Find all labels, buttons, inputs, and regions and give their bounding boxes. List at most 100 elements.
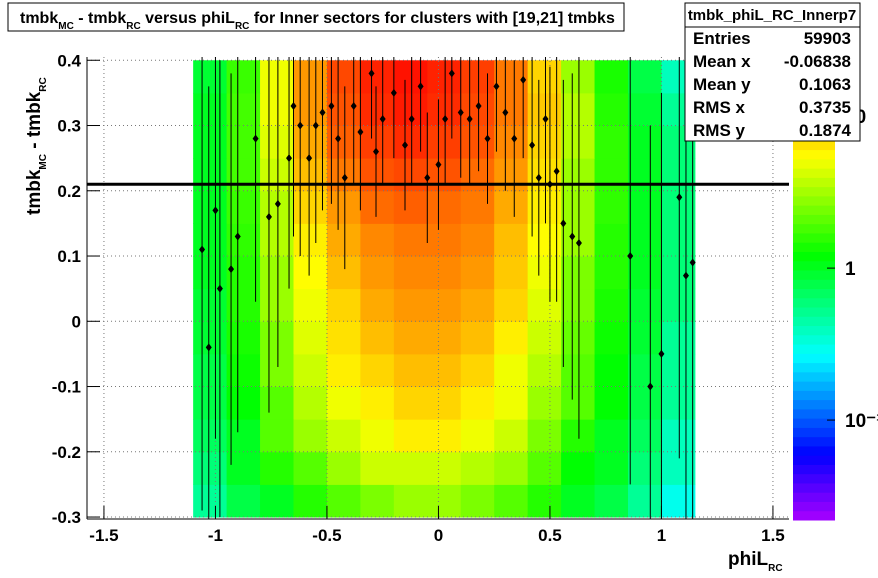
cell [427, 223, 462, 257]
cell [627, 158, 662, 192]
cell [427, 353, 462, 388]
profile-point [417, 82, 424, 91]
profile-point [435, 160, 442, 169]
profile-point [408, 114, 415, 123]
stats-value: 59903 [804, 29, 851, 48]
cell [360, 451, 395, 485]
palette-cell [793, 316, 835, 327]
profile-point [627, 252, 634, 261]
cell [427, 256, 462, 290]
cell [326, 484, 361, 518]
cell [594, 60, 629, 94]
cell [627, 190, 662, 224]
cell [326, 92, 361, 127]
stats-value: 0.1063 [799, 75, 851, 94]
palette-cell [793, 232, 835, 243]
palette-cell [793, 362, 835, 373]
cell [260, 190, 294, 224]
cell [561, 125, 596, 159]
cell [594, 419, 629, 453]
cell [393, 190, 428, 224]
palette-cell [793, 371, 835, 382]
cell [260, 386, 294, 420]
cell [627, 256, 662, 290]
cell [561, 321, 596, 355]
cell [494, 353, 529, 388]
cell [393, 353, 428, 388]
cell [193, 125, 228, 159]
cell [393, 451, 428, 485]
profile-point [475, 101, 482, 110]
cell [594, 386, 629, 420]
cell [393, 386, 428, 420]
palette-cell [793, 186, 835, 197]
palette-cell [793, 344, 835, 354]
text-part: - tmbk [74, 10, 127, 27]
cell [527, 288, 562, 322]
cell [260, 419, 294, 453]
cell [393, 223, 428, 257]
y-axis-label: tmbkMC - tmbkRC [24, 77, 49, 215]
stats-label: Entries [693, 29, 751, 48]
cell [226, 223, 261, 257]
profile-point [234, 232, 241, 241]
cell [360, 92, 395, 127]
profile-point [520, 75, 527, 84]
palette-cell [793, 288, 835, 299]
y-tick-label: 0.2 [57, 182, 81, 201]
cell [527, 223, 562, 257]
cell [527, 386, 562, 420]
cell [561, 288, 596, 322]
cell [627, 321, 662, 355]
cell [193, 92, 228, 127]
cell [594, 288, 629, 322]
cell [393, 484, 428, 518]
cell [293, 60, 328, 94]
cell [293, 288, 328, 322]
palette-cell [793, 381, 835, 391]
cell [561, 158, 596, 192]
cell [494, 321, 529, 355]
cell [360, 158, 395, 192]
cell [193, 419, 228, 453]
palette-cell [793, 325, 835, 336]
cell [326, 321, 361, 355]
cell [326, 419, 361, 453]
cell [460, 92, 495, 127]
cell [360, 353, 395, 388]
stats-value: 0.1874 [799, 121, 852, 140]
palette-cell [793, 205, 835, 215]
cell [561, 484, 596, 518]
y-tick-label: -0.1 [52, 378, 81, 397]
cell [661, 288, 696, 322]
cell [226, 419, 261, 453]
palette-cell [793, 418, 835, 428]
cell [460, 353, 495, 388]
cell [561, 451, 596, 485]
cell [393, 419, 428, 453]
cell [561, 190, 596, 224]
profile-point [350, 101, 357, 110]
heatmap [193, 60, 696, 518]
cell [360, 484, 395, 518]
cell [494, 484, 529, 518]
cell [627, 386, 662, 420]
cell [527, 321, 562, 355]
cell [193, 223, 228, 257]
x-tick-label: 0.5 [538, 526, 562, 545]
cell [527, 451, 562, 485]
cell [193, 353, 228, 388]
y-tick-label: 0 [72, 312, 81, 331]
palette-cell [793, 297, 835, 308]
x-tick-label: 0 [434, 526, 443, 545]
cell [393, 321, 428, 355]
cell [427, 484, 462, 518]
profile-point [424, 173, 431, 182]
cell [393, 256, 428, 290]
cell [594, 158, 629, 192]
cell [627, 92, 662, 127]
cell [661, 353, 696, 388]
cell [360, 223, 395, 257]
profile-point [484, 134, 491, 143]
